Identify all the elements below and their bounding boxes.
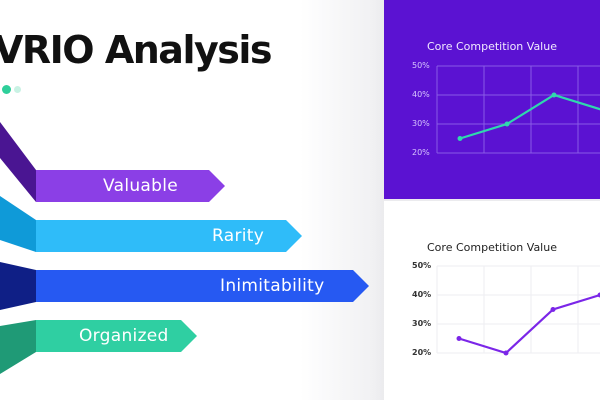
ribbon-valuable-fold: [0, 122, 36, 202]
ribbon-organized-arrow[interactable]: [36, 320, 197, 352]
ribbon-valuable-arrow[interactable]: [36, 170, 225, 202]
slide-title: VRIO Analysis: [0, 28, 273, 72]
ribbon-label-organized: Organized: [79, 326, 169, 346]
ribbon-label-rarity: Rarity: [212, 226, 265, 246]
page-dot-active[interactable]: [2, 85, 11, 94]
ribbon-rarity-fold: [0, 196, 36, 252]
line-chart-top: [436, 65, 600, 154]
ribbon-label-valuable: Valuable: [103, 176, 179, 196]
ytick-40: 40%: [412, 90, 430, 99]
page-dot-inactive[interactable]: [14, 86, 21, 93]
ribbon-organized-fold: [0, 320, 36, 374]
chart-card-white: Core Competition Value 50% 40% 30% 20%: [384, 201, 600, 400]
ribbon-label-inimitability: Inimitability: [220, 276, 325, 296]
chart-card-purple: Core Competition Value 50% 40% 30% 20%: [384, 0, 600, 199]
line-chart-bottom: [436, 265, 600, 356]
ribbon-rarity-arrow[interactable]: [36, 220, 302, 252]
vrio-ribbons: [0, 122, 369, 374]
chart-title-top: Core Competition Value: [427, 40, 557, 53]
chart-title-bottom: Core Competition Value: [427, 241, 557, 254]
ytick-30: 30%: [412, 319, 432, 328]
ytick-50: 50%: [412, 261, 432, 270]
ytick-50: 50%: [412, 61, 430, 70]
ytick-30: 30%: [412, 119, 430, 128]
ribbon-inimitability-arrow[interactable]: [36, 270, 369, 302]
ytick-20: 20%: [412, 148, 430, 157]
ribbon-inimitability-fold: [0, 262, 36, 310]
ytick-20: 20%: [412, 348, 432, 357]
ytick-40: 40%: [412, 290, 432, 299]
